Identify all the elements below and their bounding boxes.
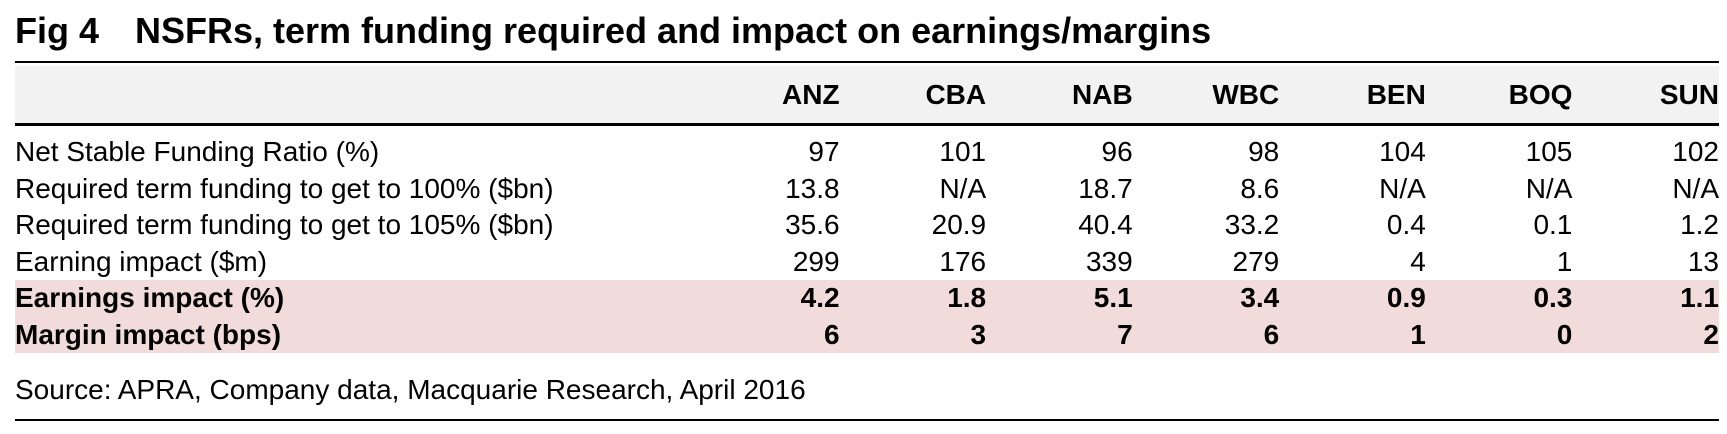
table-cell: 102 <box>1672 136 1719 168</box>
table-cell: 96 <box>1101 136 1133 168</box>
table-cell: N/A <box>1379 172 1426 204</box>
row-label: Net Stable Funding Ratio (%) <box>15 136 380 168</box>
table-cell: 0 <box>1425 316 1573 353</box>
source-note: Source: APRA, Company data, Macquarie Re… <box>15 374 806 405</box>
table-cell: 105 <box>1525 136 1573 168</box>
table-cell: 1.1 <box>1572 280 1719 317</box>
table-cell: 0.4 <box>1386 209 1426 241</box>
column-header: NAB <box>986 66 1133 126</box>
table-cell: 18.7 <box>1078 172 1133 204</box>
table-row: Earning impact ($m) 299 176 339 279 4 1 13 <box>15 244 1719 281</box>
table-cell: 299 <box>792 245 840 277</box>
table-cell: 40.4 <box>1078 209 1133 241</box>
table-cell: 1 <box>1556 245 1573 277</box>
table-cell: 339 <box>1085 245 1133 277</box>
table-cell: 279 <box>1232 245 1280 277</box>
table-cell: 20.9 <box>931 209 987 241</box>
table-cell: 101 <box>939 136 987 168</box>
row-label: Required term funding to get to 105% ($b… <box>15 209 554 241</box>
table-cell: 3.4 <box>1132 280 1280 317</box>
table-cell: N/A <box>939 172 987 204</box>
row-label: Margin impact (bps) <box>15 316 693 353</box>
table-cell: 98 <box>1248 136 1280 168</box>
table-cell: 1 <box>1279 316 1426 353</box>
column-header: SUN <box>1572 66 1719 126</box>
table-cell: 33.2 <box>1224 209 1280 241</box>
figure-title: Fig 4 NSFRs, term funding required and i… <box>15 10 1212 51</box>
table-cell: 176 <box>939 245 987 277</box>
row-label: Required term funding to get to 100% ($b… <box>15 172 554 204</box>
table-cell: 2 <box>1572 316 1719 353</box>
table-cell: 0.9 <box>1279 280 1426 317</box>
table-cell: 35.6 <box>785 209 840 241</box>
table-cell: 13 <box>1687 245 1719 277</box>
table-cell: N/A <box>1525 172 1573 204</box>
row-label: Earning impact ($m) <box>15 245 268 277</box>
column-header: ANZ <box>693 66 840 126</box>
top-rule <box>15 61 1719 63</box>
table-cell: 97 <box>808 136 840 168</box>
data-table: ANZ CBA NAB WBC BEN BOQ SUN Net Stable Funding… <box>15 66 1719 353</box>
table-cell: 4.2 <box>693 280 840 317</box>
row-label: Earnings impact (%) <box>15 280 693 317</box>
table-row: Margin impact (bps) 6 3 7 6 1 0 2 <box>15 316 1719 353</box>
table-row: Required term funding to get to 100% ($b… <box>15 171 1719 208</box>
table-cell: 6 <box>693 316 840 353</box>
table-cell: 5.1 <box>986 280 1133 317</box>
column-header: WBC <box>1132 66 1280 126</box>
header-row: ANZ CBA NAB WBC BEN BOQ SUN <box>15 66 1719 126</box>
bottom-rule <box>15 419 1719 421</box>
table-cell: 8.6 <box>1240 172 1280 204</box>
table-cell: 1.8 <box>839 280 987 317</box>
table-cell: 0.3 <box>1425 280 1573 317</box>
column-header: BEN <box>1279 66 1426 126</box>
table-cell: 3 <box>839 316 987 353</box>
table-cell: 1.2 <box>1680 209 1719 241</box>
table-row: Net Stable Funding Ratio (%) 97 101 96 98 104… <box>15 125 1719 171</box>
table-cell: 0.1 <box>1533 209 1573 241</box>
column-header: BOQ <box>1425 66 1573 126</box>
table-row: Required term funding to get to 105% ($b… <box>15 207 1719 244</box>
table-cell: N/A <box>1672 172 1719 204</box>
table-cell: 6 <box>1132 316 1280 353</box>
header-cell <box>15 66 693 126</box>
table-cell: 13.8 <box>785 172 840 204</box>
column-header: CBA <box>839 66 987 126</box>
table-cell: 104 <box>1379 136 1426 168</box>
table-row: Earnings impact (%) 4.2 1.8 5.1 3.4 0.9 0.3 1.1 <box>15 280 1719 317</box>
table-cell: 7 <box>986 316 1133 353</box>
table-cell: 4 <box>1410 245 1426 277</box>
